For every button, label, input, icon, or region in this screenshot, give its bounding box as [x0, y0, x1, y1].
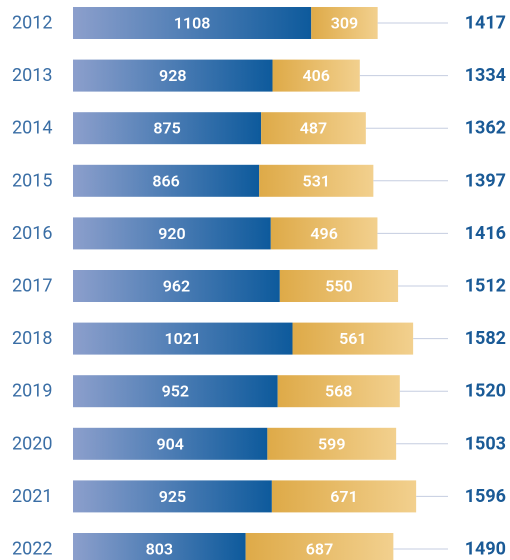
segment-label: 550 [325, 277, 352, 296]
segment-label: 920 [158, 224, 185, 243]
bar-segment [73, 7, 312, 39]
segment-label: 1108 [174, 14, 211, 33]
bar-segment [267, 427, 397, 460]
bar-segment [311, 7, 378, 39]
bar-segment [73, 480, 272, 513]
bar-segment [279, 270, 399, 302]
segment-label: 671 [330, 487, 357, 506]
year-label: 2016 [12, 223, 52, 244]
bar-segment [272, 59, 360, 92]
segment-label: 406 [302, 66, 329, 85]
year-label: 2018 [12, 328, 52, 349]
year-label: 2021 [12, 486, 52, 507]
bar-segment [73, 533, 246, 560]
segment-label: 487 [300, 119, 327, 138]
segment-label: 962 [163, 277, 190, 296]
total-label: 1490 [465, 539, 506, 560]
segment-label: 1021 [164, 329, 201, 348]
bar-segment [277, 375, 400, 408]
year-label: 2014 [12, 118, 52, 139]
bar-segment [73, 217, 271, 250]
bar-segment [73, 322, 293, 355]
segment-label: 904 [156, 434, 183, 453]
year-label: 2017 [12, 276, 52, 297]
total-label: 1512 [465, 276, 506, 297]
total-label: 1334 [465, 65, 506, 86]
total-label: 1397 [465, 170, 506, 191]
bar-segment [245, 533, 394, 560]
segment-label: 309 [331, 14, 358, 33]
total-label: 1503 [465, 433, 506, 454]
segment-label: 925 [159, 487, 186, 506]
segment-label: 952 [162, 382, 189, 401]
bar-segment [73, 112, 262, 145]
segment-label: 687 [306, 540, 333, 559]
bar-segment [73, 427, 268, 460]
bar-segment [270, 217, 378, 250]
segment-label: 928 [159, 66, 186, 85]
segment-label: 599 [318, 434, 345, 453]
segment-label: 496 [310, 224, 337, 243]
segment-label: 561 [339, 329, 366, 348]
segment-label: 803 [146, 540, 173, 559]
bar-segment [271, 480, 417, 513]
segment-label: 531 [303, 171, 330, 190]
year-label: 2019 [12, 381, 52, 402]
year-label: 2020 [12, 433, 52, 454]
bar-segment [259, 164, 374, 197]
bar-segment [73, 164, 260, 197]
total-label: 1416 [465, 223, 506, 244]
year-label: 2013 [12, 65, 52, 86]
bar-segment [261, 112, 366, 145]
bar-segment [73, 59, 273, 92]
year-label: 2012 [12, 13, 52, 34]
segment-label: 875 [153, 119, 180, 138]
segment-label: 866 [152, 171, 179, 190]
year-label: 2022 [12, 539, 52, 560]
total-label: 1520 [465, 381, 506, 402]
year-label: 2015 [12, 170, 52, 191]
bar-segment [73, 375, 278, 408]
segment-label: 568 [325, 382, 352, 401]
total-label: 1417 [465, 13, 506, 34]
total-label: 1596 [465, 486, 506, 507]
total-label: 1362 [465, 118, 506, 139]
total-label: 1582 [465, 328, 506, 349]
bar-segment [73, 270, 280, 302]
bar-segment [292, 322, 414, 355]
